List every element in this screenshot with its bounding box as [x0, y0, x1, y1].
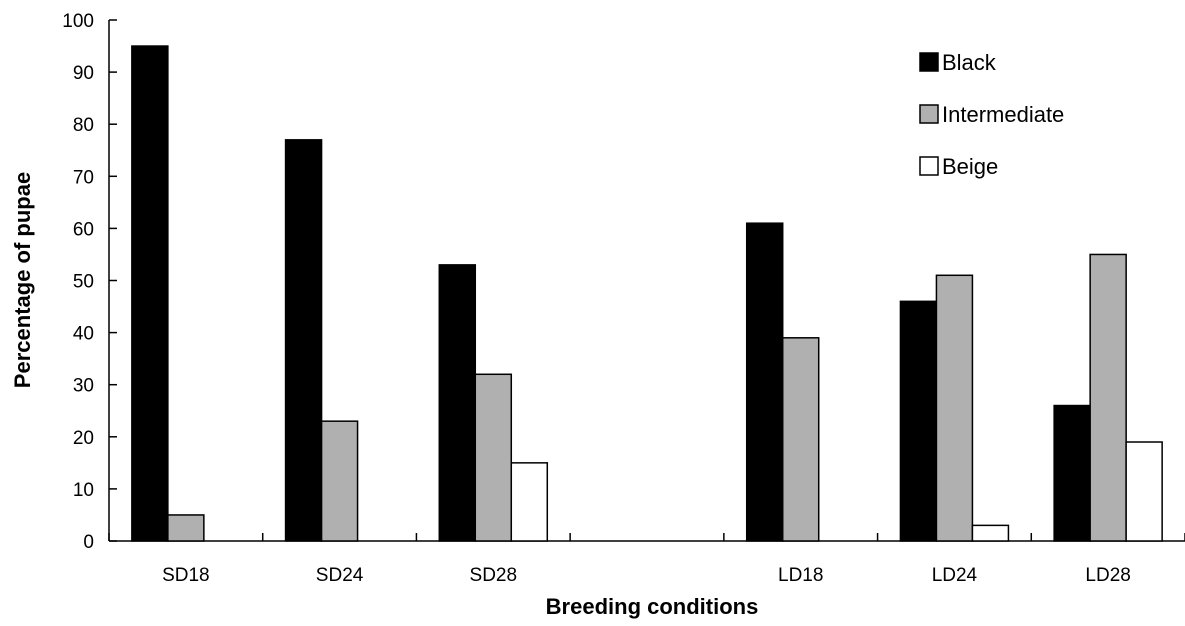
legend-label-beige: Beige: [942, 154, 998, 179]
y-tick-label: 80: [73, 115, 94, 136]
bar-black: [284, 139, 323, 542]
y-tick-label: 20: [73, 428, 94, 449]
bar-beige: [971, 524, 1010, 542]
x-axis-title: Breeding conditions: [546, 594, 759, 619]
x-tick-label: LD28: [1085, 565, 1130, 586]
x-tick-label: SD18: [162, 565, 210, 586]
bar-intermediate: [474, 373, 513, 542]
plot-area: 0 10 20 30 40 50 60 70 80 90 100 SD18 SD24 SD28 LD18 LD…: [62, 11, 1185, 586]
bar-intermediate: [1089, 253, 1127, 542]
legend-swatch-beige: [919, 156, 939, 176]
bar-intermediate: [935, 274, 974, 542]
legend-label-intermediate: Intermediate: [942, 102, 1064, 127]
legend: Black Intermediate Beige: [919, 50, 1064, 179]
y-tick-label: 40: [73, 324, 94, 345]
bar-beige: [510, 462, 549, 542]
y-axis-title: Percentage of pupae: [10, 172, 35, 388]
y-tick-label: 10: [73, 480, 94, 501]
bar-black: [438, 264, 477, 542]
y-tick-label: 70: [73, 167, 94, 188]
x-tick-label: LD18: [778, 565, 823, 586]
bar-black: [131, 45, 169, 542]
y-tick-label: 90: [73, 63, 94, 84]
x-tick-label: SD28: [470, 565, 518, 586]
bar-black: [1053, 404, 1091, 542]
y-tick-label: 30: [73, 376, 94, 397]
y-tick-label: 50: [73, 272, 94, 293]
y-tick-label: 100: [62, 11, 94, 32]
bar-intermediate: [320, 420, 359, 542]
bar-intermediate: [781, 337, 820, 542]
bar-intermediate: [167, 514, 205, 542]
legend-swatch-black: [919, 52, 939, 72]
legend-swatch-intermediate: [919, 104, 939, 124]
y-tick-label: 0: [83, 532, 94, 553]
bar-black: [745, 222, 784, 542]
bar-beige: [1125, 441, 1163, 542]
x-tick-label: LD24: [932, 565, 978, 586]
x-tick-label: SD24: [316, 565, 364, 586]
y-tick-label: 60: [73, 219, 94, 240]
legend-label-black: Black: [942, 50, 997, 75]
bar-black: [899, 300, 938, 542]
